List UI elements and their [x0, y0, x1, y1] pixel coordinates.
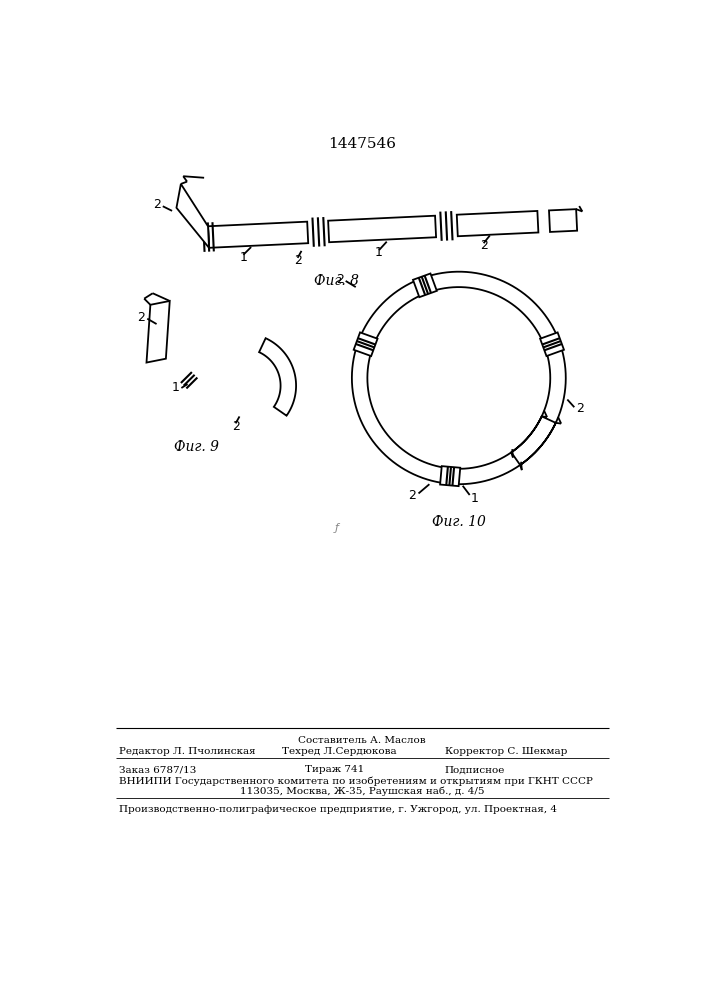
- Text: Заказ 6787/13: Заказ 6787/13: [119, 765, 197, 774]
- Text: 1: 1: [375, 246, 383, 259]
- Polygon shape: [354, 332, 378, 356]
- Polygon shape: [540, 332, 564, 356]
- Text: 2: 2: [137, 311, 145, 324]
- Text: Фиг. 9: Фиг. 9: [175, 440, 219, 454]
- Text: 2: 2: [479, 239, 488, 252]
- Polygon shape: [440, 466, 460, 486]
- Text: 2: 2: [337, 273, 344, 286]
- Text: 1: 1: [470, 492, 478, 505]
- Text: 1447546: 1447546: [328, 137, 396, 151]
- Polygon shape: [413, 273, 437, 297]
- Text: 113035, Москва, Ж-35, Раушская наб., д. 4/5: 113035, Москва, Ж-35, Раушская наб., д. …: [240, 787, 484, 796]
- Text: 2: 2: [153, 198, 160, 211]
- Text: Редактор Л. Пчолинская: Редактор Л. Пчолинская: [119, 747, 256, 756]
- Text: ВНИИПИ Государственного комитета по изобретениям и открытиям при ГКНТ СССР: ВНИИПИ Государственного комитета по изоб…: [119, 776, 593, 786]
- Text: Техред Л.Сердюкова: Техред Л.Сердюкова: [282, 747, 397, 756]
- Text: Составитель А. Маслов: Составитель А. Маслов: [298, 736, 426, 745]
- Polygon shape: [177, 184, 209, 248]
- Polygon shape: [259, 338, 296, 416]
- Text: 2: 2: [232, 420, 240, 433]
- Text: Фиг. 10: Фиг. 10: [432, 515, 486, 529]
- Text: Тираж 741: Тираж 741: [305, 765, 365, 774]
- Text: Производственно-полиграфическое предприятие, г. Ужгород, ул. Проектная, 4: Производственно-полиграфическое предприя…: [119, 805, 557, 814]
- Polygon shape: [457, 211, 539, 236]
- Text: Корректор С. Шекмар: Корректор С. Шекмар: [445, 747, 567, 756]
- Polygon shape: [549, 209, 577, 232]
- Text: 2: 2: [293, 254, 302, 267]
- Text: 1: 1: [240, 251, 247, 264]
- Text: 1: 1: [171, 381, 179, 394]
- Text: Подписное: Подписное: [445, 765, 506, 774]
- Polygon shape: [146, 301, 170, 363]
- Text: Фиг. 8: Фиг. 8: [314, 274, 359, 288]
- Polygon shape: [208, 222, 308, 248]
- Text: 2: 2: [575, 402, 584, 415]
- Text: ƒ: ƒ: [334, 523, 339, 533]
- Polygon shape: [328, 216, 436, 242]
- Text: 2: 2: [409, 489, 416, 502]
